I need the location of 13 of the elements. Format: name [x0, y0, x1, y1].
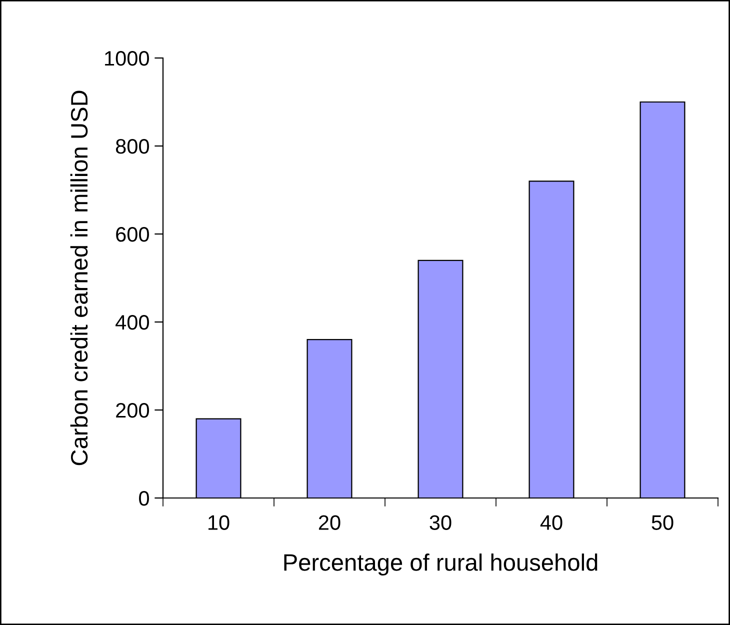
- y-tick-label: 400: [116, 315, 149, 330]
- y-tick-label: 200: [116, 403, 149, 418]
- y-tick-label: 0: [139, 491, 149, 506]
- x-tick-label: 10: [208, 515, 230, 530]
- x-tick-label: 50: [652, 515, 674, 530]
- y-tick-label: 1000: [105, 51, 149, 66]
- x-tick-label: 40: [540, 515, 562, 530]
- x-axis-title: Percentage of rural household: [284, 554, 598, 576]
- x-tick-label: 30: [430, 515, 452, 530]
- y-tick-label: 800: [116, 139, 149, 154]
- y-axis-title: Carbon credit earned in million USD: [70, 90, 88, 466]
- y-tick-label: 600: [116, 227, 149, 242]
- x-tick-label: 20: [318, 515, 340, 530]
